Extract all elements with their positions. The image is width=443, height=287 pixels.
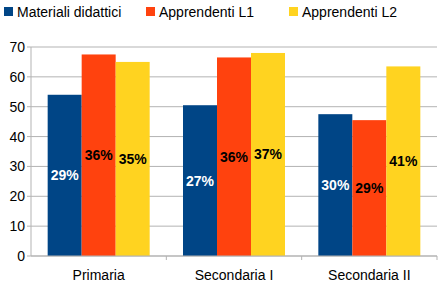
- x-axis-line: [31, 256, 437, 257]
- y-tick-label: 60: [9, 69, 25, 85]
- legend-label: Materiali didattici: [17, 4, 121, 20]
- tick-mark: [27, 106, 31, 107]
- grid-line: [31, 47, 437, 48]
- x-tick-label: Secondaria II: [328, 267, 411, 283]
- data-label: 36%: [85, 147, 114, 163]
- bars: [48, 53, 421, 256]
- legend-swatch: [4, 7, 13, 16]
- data-label: 37%: [254, 146, 283, 162]
- y-tick-label: 70: [9, 39, 25, 55]
- y-tick-label: 40: [9, 129, 25, 145]
- y-tick-label: 50: [9, 99, 25, 115]
- tick-mark: [27, 136, 31, 137]
- x-tick-label: Secondaria I: [195, 267, 274, 283]
- bar: [183, 105, 217, 256]
- data-label: 29%: [51, 167, 80, 183]
- grid-line: [31, 256, 437, 257]
- legend-label: Apprendenti L1: [159, 4, 254, 20]
- data-label: 27%: [186, 173, 215, 189]
- legend-swatch: [146, 7, 155, 16]
- bar: [386, 66, 420, 256]
- y-tick-label: 20: [9, 188, 25, 204]
- x-tick-mark: [301, 256, 302, 260]
- tick-mark: [27, 76, 31, 77]
- data-label: 29%: [355, 180, 384, 196]
- bar: [217, 57, 251, 256]
- tick-mark: [27, 226, 31, 227]
- data-label: 41%: [389, 153, 418, 169]
- tick-mark: [27, 196, 31, 197]
- tick-mark: [27, 47, 31, 48]
- legend-swatch: [289, 7, 298, 16]
- bar: [116, 62, 150, 256]
- chart: 0 10 20 30 40 50 60 70 29% 27% 30% 36% 36% 29% 35% 37% 4…: [0, 0, 443, 287]
- data-label: 35%: [119, 151, 148, 167]
- y-tick-label: 10: [9, 218, 25, 234]
- chart-container: 0 10 20 30 40 50 60 70 29% 27% 30% 36% 36% 29% 35% 37% 4…: [0, 0, 443, 287]
- grid: [27, 47, 437, 256]
- x-tick-label: Primaria: [73, 267, 125, 283]
- tick-mark: [27, 166, 31, 167]
- bar: [318, 114, 352, 256]
- data-label: 36%: [220, 149, 249, 165]
- legend-label: Apprendenti L2: [302, 4, 397, 20]
- data-label: 30%: [321, 177, 350, 193]
- bar: [251, 53, 285, 256]
- y-tick-label: 30: [9, 158, 25, 174]
- tick-mark: [27, 256, 31, 257]
- bar: [82, 54, 116, 256]
- y-tick-label: 0: [17, 248, 25, 264]
- x-tick-mark: [166, 256, 167, 260]
- legend: Materiali didattici Apprendenti L1 Apprend…: [4, 4, 397, 20]
- bar: [48, 95, 82, 256]
- y-axis-line: [31, 47, 32, 256]
- data-labels: 29% 27% 30% 36% 36% 29% 35% 37% 41%: [51, 146, 418, 196]
- x-tick-mark: [437, 256, 438, 260]
- bar: [352, 120, 386, 256]
